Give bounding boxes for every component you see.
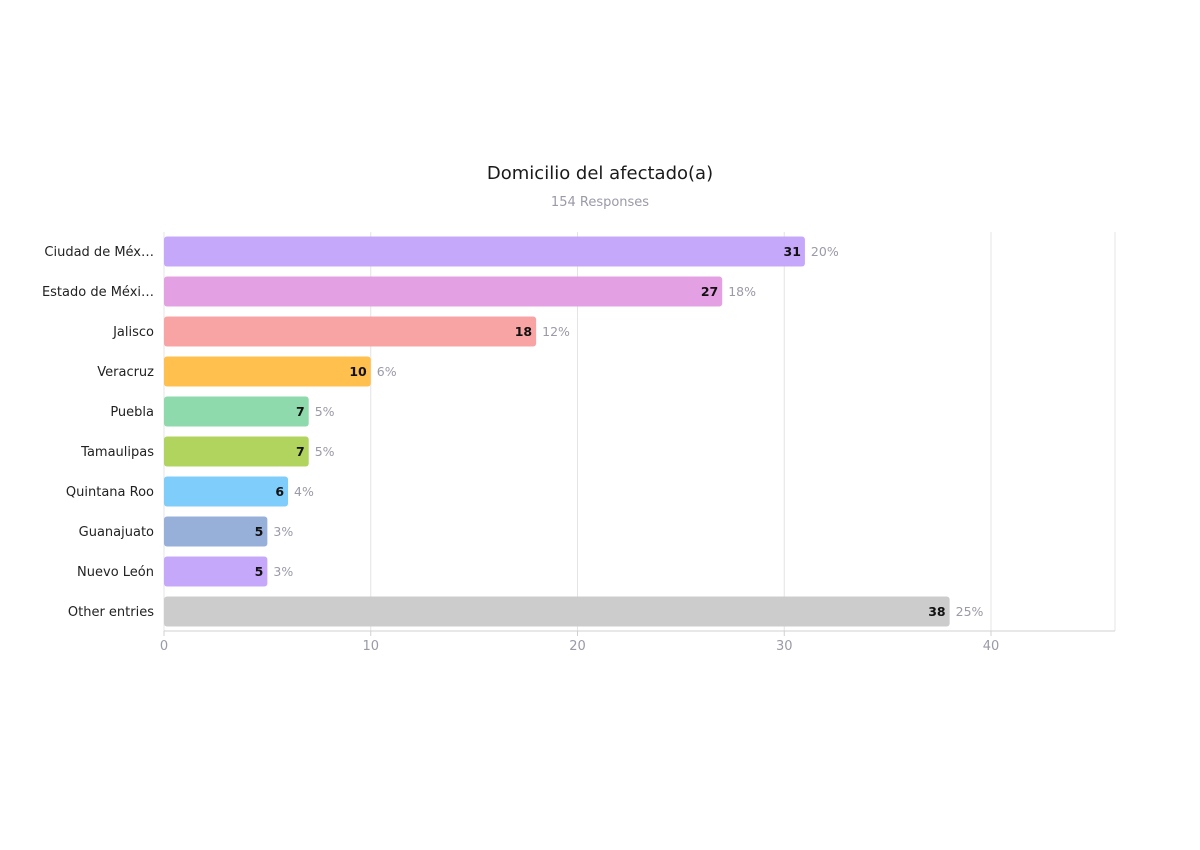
bar-percent-label: 5%	[315, 444, 335, 459]
category-label: Tamaulipas	[80, 445, 154, 460]
bar[interactable]	[164, 516, 268, 547]
bar[interactable]	[164, 396, 309, 427]
bar-value-label: 7	[296, 444, 305, 459]
bar-percent-label: 3%	[273, 564, 293, 579]
bar-value-label: 5	[255, 564, 264, 579]
bar-value-label: 31	[784, 244, 801, 259]
bar[interactable]	[164, 436, 309, 467]
category-label: Ciudad de Méx…	[44, 245, 154, 260]
chart-title: Domicilio del afectado(a)	[486, 163, 714, 184]
bar-value-label: 38	[928, 604, 945, 619]
x-tick-label: 30	[776, 639, 793, 654]
bar[interactable]	[164, 596, 950, 627]
bar-percent-label: 20%	[811, 244, 839, 259]
bar-value-label: 18	[515, 324, 532, 339]
category-label: Quintana Roo	[66, 485, 154, 500]
bar[interactable]	[164, 356, 371, 387]
bar[interactable]	[164, 556, 268, 587]
bar-value-label: 7	[296, 404, 305, 419]
bar-value-label: 6	[275, 484, 284, 499]
x-tick-label: 40	[983, 639, 1000, 654]
bar[interactable]	[164, 476, 289, 507]
x-tick-label: 10	[362, 639, 379, 654]
bar[interactable]	[164, 316, 537, 347]
bar-value-label: 10	[349, 364, 367, 379]
bar[interactable]	[164, 276, 723, 307]
chart-subtitle: 154 Responses	[550, 195, 650, 210]
bar-percent-label: 5%	[315, 404, 335, 419]
bar-percent-label: 6%	[377, 364, 397, 379]
bar[interactable]	[164, 236, 805, 267]
category-label: Veracruz	[97, 365, 154, 380]
bar-percent-label: 3%	[273, 524, 293, 539]
category-label: Guanajuato	[79, 525, 154, 540]
bar-percent-label: 25%	[956, 604, 984, 619]
category-label: Jalisco	[112, 325, 154, 340]
x-tick-label: 20	[569, 639, 586, 654]
bar-percent-label: 4%	[294, 484, 314, 499]
category-label: Puebla	[110, 405, 154, 420]
category-label: Other entries	[68, 605, 154, 620]
category-label: Nuevo León	[77, 565, 154, 580]
category-label: Estado de Méxi…	[42, 285, 154, 300]
bar-percent-label: 12%	[542, 324, 570, 339]
x-tick-label: 0	[160, 639, 168, 654]
bar-value-label: 27	[701, 284, 718, 299]
bar-value-label: 5	[255, 524, 264, 539]
bar-percent-label: 18%	[728, 284, 756, 299]
